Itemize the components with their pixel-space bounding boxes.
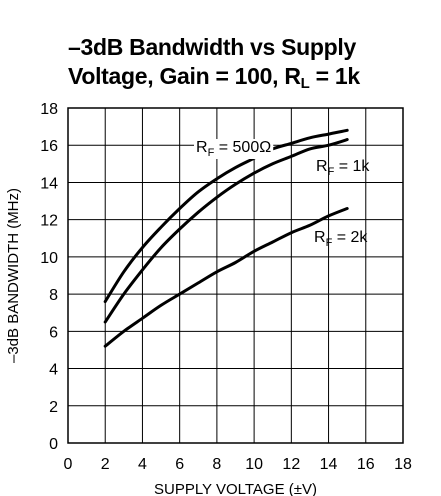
y-tick-label: 12 xyxy=(40,213,58,230)
chart-title-line-2-suffix: = 1k xyxy=(309,63,361,89)
x-tick-label: 2 xyxy=(101,456,110,473)
y-tick-label: 4 xyxy=(49,362,58,379)
y-tick-label: 6 xyxy=(49,324,58,341)
chart-title-line-2-text: Voltage, Gain = 100, R xyxy=(68,63,301,89)
series-label-rf-500: RF = 500Ω xyxy=(196,139,271,159)
x-tick-label: 4 xyxy=(138,456,147,473)
y-tick-label: 0 xyxy=(49,436,58,453)
series-line-rf-500 xyxy=(103,128,349,304)
x-tick-label: 16 xyxy=(357,456,375,473)
series-line-rf-2k xyxy=(103,207,349,348)
x-tick-label: 6 xyxy=(175,456,184,473)
x-tick-label: 8 xyxy=(212,456,221,473)
chart-title-subscript: L xyxy=(300,75,310,92)
y-tick-label: 10 xyxy=(40,250,58,267)
series-label-rf-1k: RF = 1k xyxy=(316,158,370,178)
chart-title-line-1: –3dB Bandwidth vs Supply xyxy=(68,34,357,60)
x-tick-label: 18 xyxy=(394,456,412,473)
y-tick-label: 16 xyxy=(40,138,58,155)
y-tick-label: 2 xyxy=(49,399,58,416)
x-tick-label: 14 xyxy=(320,456,338,473)
y-tick-label: 18 xyxy=(40,101,58,118)
x-tick-label: 10 xyxy=(245,456,263,473)
y-axis-label: –3dB BANDWIDTH (MHz) xyxy=(5,188,22,363)
x-axis-label: SUPPLY VOLTAGE (±V) xyxy=(154,481,317,496)
series-line-rf-1k xyxy=(103,138,349,324)
series-label-rf-2k: RF = 2k xyxy=(314,229,368,249)
y-tick-label: 14 xyxy=(40,175,58,192)
x-tick-label: 0 xyxy=(64,456,73,473)
y-tick-label: 8 xyxy=(49,287,58,304)
series-label-background xyxy=(194,139,274,159)
x-tick-label: 12 xyxy=(282,456,300,473)
plot-frame xyxy=(67,107,404,444)
chart-title-line-2: Voltage, Gain = 100, RL = 1k xyxy=(68,63,361,92)
